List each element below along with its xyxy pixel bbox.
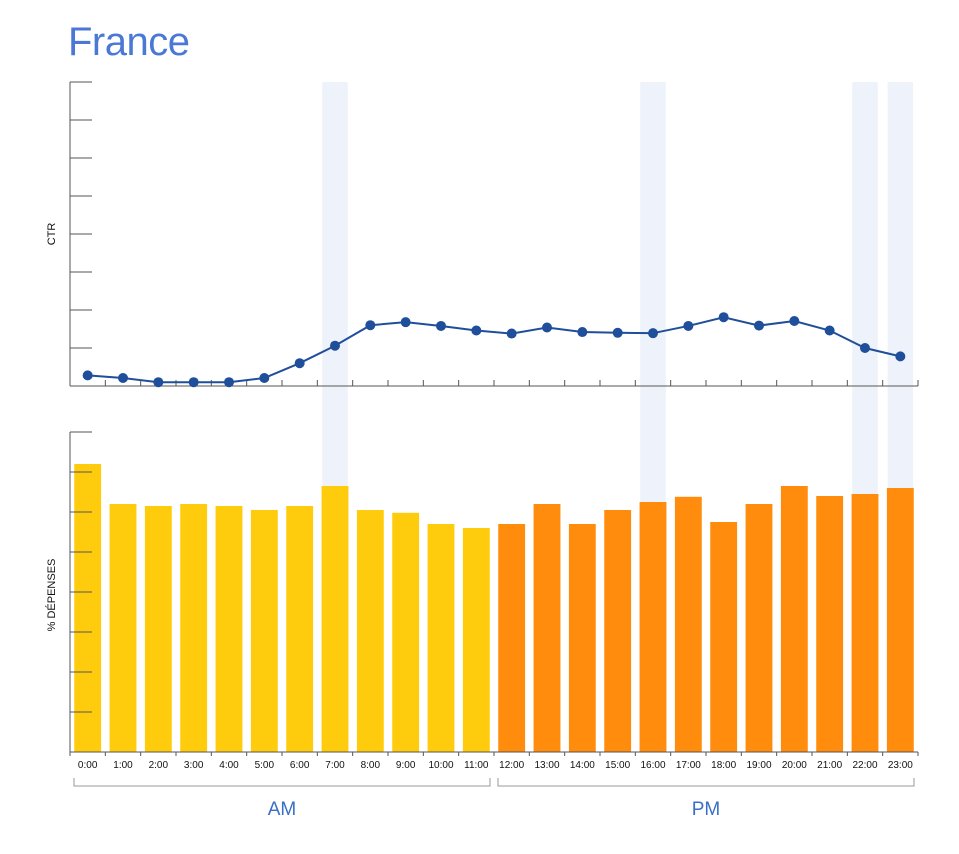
group-label-am: AM — [268, 799, 297, 820]
ctr-point-200 — [153, 377, 164, 388]
ctr-point-1400 — [577, 327, 588, 338]
ctr-point-1700 — [683, 320, 694, 331]
x-tick-label: 18:00 — [711, 760, 736, 771]
x-tick-label: 8:00 — [361, 760, 381, 771]
spend-bar-1100 — [462, 528, 490, 752]
x-tick-label: 1:00 — [113, 760, 133, 771]
group-bracket-am — [73, 778, 491, 787]
spend-bar-1600 — [639, 502, 667, 752]
x-tick-label: 14:00 — [570, 760, 595, 771]
x-tick-label: 15:00 — [605, 760, 630, 771]
ctr-point-400 — [224, 377, 234, 388]
spend-bar-700 — [321, 486, 349, 752]
ctr-point-1300 — [542, 322, 552, 333]
x-tick-label: 9:00 — [396, 760, 416, 771]
x-tick-label: 22:00 — [852, 760, 877, 771]
ctr-point-600 — [294, 358, 305, 369]
x-tick-label: 19:00 — [746, 760, 771, 771]
spend-bar-200 — [144, 506, 172, 752]
spend-bar-1000 — [427, 524, 455, 752]
spend-bar-1900 — [745, 504, 773, 752]
page-title: France — [68, 20, 190, 64]
spend-bar-chart: 0:00 1:00 2:00 3:00 4:00 5:00 6:00 7:00 8:00 9:00… — [45, 431, 919, 771]
ctr-point-500 — [259, 373, 270, 384]
spend-bar-1700 — [674, 496, 702, 752]
x-tick-label: 0:00 — [78, 760, 98, 771]
ctr-point-1500 — [612, 327, 623, 338]
spend-bar-2100 — [816, 496, 844, 752]
x-tick-label: 11:00 — [464, 760, 489, 771]
x-tick-label: 23:00 — [888, 760, 913, 771]
x-tick-label: 21:00 — [817, 760, 842, 771]
ctr-point-100 — [118, 373, 128, 384]
ctr-point-000 — [82, 370, 93, 381]
spend-bar-100 — [109, 504, 137, 752]
x-tick-label: 7:00 — [325, 760, 345, 771]
x-tick-label: 13:00 — [534, 760, 559, 771]
x-tick-label: 6:00 — [290, 760, 310, 771]
ctr-line-chart: CTR — [46, 81, 919, 388]
x-tick-label: 20:00 — [782, 760, 807, 771]
ctr-point-700 — [330, 340, 340, 351]
ctr-point-1800 — [718, 312, 729, 323]
ctr-point-1100 — [471, 325, 482, 336]
spend-bar-2300 — [886, 488, 914, 752]
spend-bar-300 — [180, 504, 208, 752]
ctr-series — [82, 312, 906, 388]
period-groups: AM PM — [73, 778, 915, 820]
spend-bar-2000 — [780, 486, 808, 752]
spend-axis: 0:00 1:00 2:00 3:00 4:00 5:00 6:00 7:00 8:00 9:00… — [69, 431, 919, 771]
ctr-point-800 — [365, 320, 376, 331]
spend-bar-1200 — [498, 524, 526, 752]
spend-series — [74, 464, 914, 752]
group-label-pm: PM — [692, 799, 721, 820]
ctr-point-300 — [188, 377, 199, 388]
spend-bar-400 — [215, 506, 243, 752]
spend-bar-500 — [250, 510, 278, 752]
x-tick-label: 4:00 — [219, 760, 239, 771]
ctr-point-2200 — [860, 343, 870, 353]
ctr-point-1000 — [436, 320, 446, 331]
spend-bar-900 — [392, 512, 420, 752]
ctr-point-2300 — [895, 351, 906, 362]
spend-bar-2200 — [851, 494, 879, 752]
spend-bar-1500 — [604, 510, 632, 752]
x-tick-label: 12:00 — [499, 760, 524, 771]
ctr-point-1200 — [506, 328, 517, 339]
ctr-y-axis-label: CTR — [46, 223, 58, 246]
x-tick-label: 3:00 — [184, 760, 204, 771]
spend-bar-1800 — [710, 522, 738, 752]
spend-bar-1300 — [533, 504, 561, 752]
spend-bar-1400 — [568, 524, 596, 752]
ctr-point-1600 — [648, 328, 658, 339]
spend-bar-800 — [356, 510, 384, 752]
ctr-point-900 — [400, 317, 411, 328]
x-tick-label: 5:00 — [255, 760, 275, 771]
ctr-point-1900 — [754, 320, 764, 331]
ctr-point-2100 — [824, 325, 835, 336]
ctr-axis — [69, 81, 919, 387]
x-tick-label: 2:00 — [149, 760, 169, 771]
ctr-point-2000 — [789, 316, 800, 327]
x-tick-label: 10:00 — [428, 760, 453, 771]
x-tick-label: 17:00 — [676, 760, 701, 771]
spend-y-axis-label: % DÉPENSES — [45, 559, 58, 632]
x-tick-label: 16:00 — [640, 760, 665, 771]
group-bracket-pm — [497, 778, 915, 787]
spend-bar-600 — [286, 506, 314, 752]
spend-bar-000 — [74, 464, 102, 752]
ctr-line — [87, 316, 901, 384]
